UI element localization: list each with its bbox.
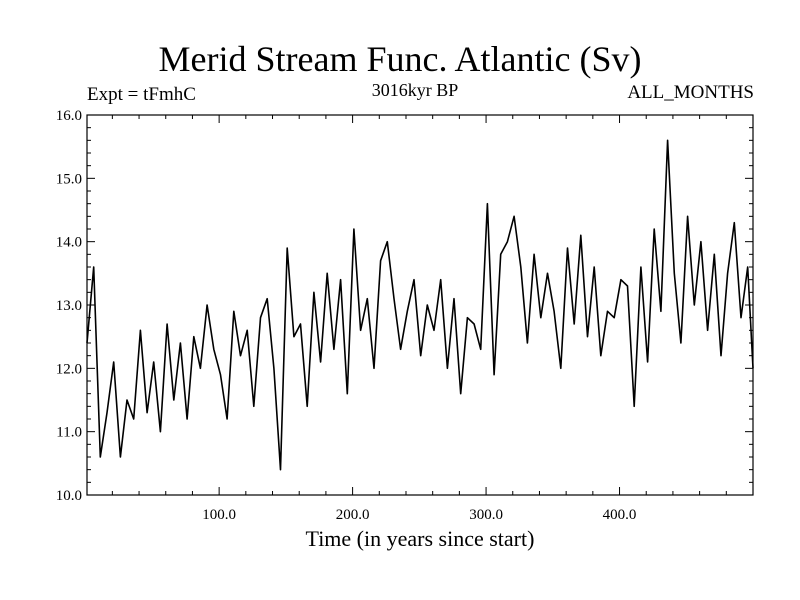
x-tick-label: 100.0 xyxy=(202,507,236,523)
months-label: ALL_MONTHS xyxy=(627,82,754,103)
experiment-label: Expt = tFmhC xyxy=(87,84,196,105)
y-tick-label: 12.0 xyxy=(56,361,82,377)
series-layer xyxy=(86,139,754,471)
series-line xyxy=(86,139,754,471)
x-tick-label: 400.0 xyxy=(603,507,637,523)
y-tick-label: 11.0 xyxy=(56,425,82,441)
axis-tick-labels: 10.0 11.0 12.0 13.0 14.0 15.0 16.0 100.0 200.0 30… xyxy=(56,108,637,523)
x-tick-label: 200.0 xyxy=(336,507,370,523)
period-label: 3016kyr BP xyxy=(371,80,459,100)
y-tick-label: 14.0 xyxy=(56,235,82,251)
x-axis-title: Time (in years since start) xyxy=(305,526,535,551)
x-tick-label: 300.0 xyxy=(469,507,503,523)
y-tick-label: 13.0 xyxy=(56,298,82,314)
plot-frame xyxy=(86,114,754,496)
y-tick-label: 10.0 xyxy=(56,488,82,504)
chart-title: Merid Stream Func. Atlantic (Sv) xyxy=(158,39,642,79)
y-tick-label: 16.0 xyxy=(56,108,82,124)
y-tick-label: 15.0 xyxy=(56,171,82,187)
axis-ticks xyxy=(87,114,753,496)
